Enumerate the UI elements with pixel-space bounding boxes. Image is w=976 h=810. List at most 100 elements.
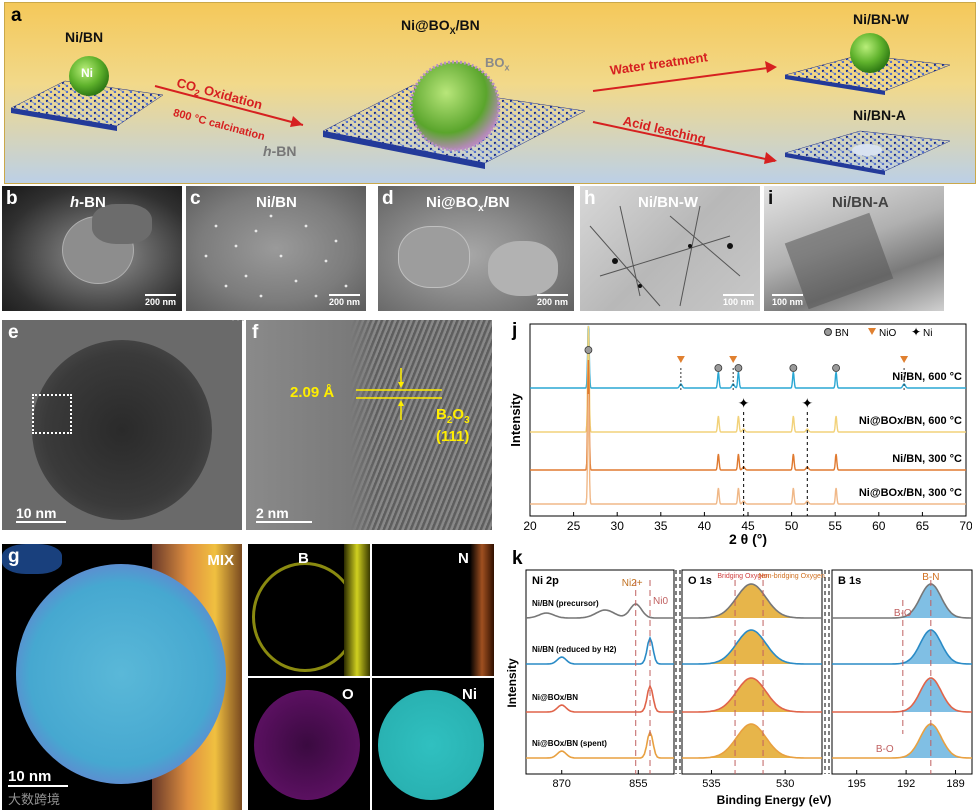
label-ni-box-bn: Ni@BOX/BN (401, 17, 480, 36)
panel-d-scale: 200 nm (536, 294, 568, 307)
xps-peak-label: Bridging Oxygen (717, 573, 769, 580)
xps-series-line (682, 629, 822, 665)
panel-g-scale: 10 nm (8, 768, 68, 788)
xrd-nio-marker (900, 356, 909, 363)
xps-series-line (682, 677, 822, 713)
xrd-series-label: Ni/BN, 300 °C (892, 453, 962, 465)
panel-h-title: Ni/BN-W (638, 194, 698, 211)
xps-peak-label: Ni2+ (622, 578, 643, 589)
xps-xtick-label: 195 (848, 778, 866, 790)
panel-h-scale: 100 nm (722, 294, 754, 307)
xrd-bn-marker (714, 364, 723, 372)
xps-xtick-label: 189 (946, 778, 964, 790)
xrd-xlabel: 2 θ (°) (729, 531, 767, 547)
xps-series-line (832, 629, 972, 665)
xps-fill (832, 630, 972, 664)
xrd-legend-label: NiO (879, 328, 896, 339)
arrow-water (592, 66, 776, 92)
xps-peak-label: B-N (922, 572, 939, 583)
panel-letter-b: b (6, 188, 18, 209)
xps-series-label: Ni/BN (precursor) (532, 599, 599, 608)
vacancy-hole (852, 144, 882, 156)
xps-xlabel: Binding Energy (eV) (717, 793, 832, 807)
xrd-legend-label: Ni (923, 328, 932, 339)
panel-letter-e: e (8, 322, 19, 343)
xrd-series-label: Ni@BOx/BN, 300 °C (859, 487, 962, 499)
panel-letter-f: f (252, 322, 259, 343)
xps-series-line (682, 723, 822, 759)
xrd-series-label: Ni@BOx/BN, 600 °C (859, 415, 962, 427)
xps-fill (832, 584, 972, 618)
xrd-bn-marker (789, 364, 798, 372)
watermark: 大数跨境 (8, 792, 61, 807)
panel-j-chart: j ✦ ✦ 20 25 30 35 40 45 50 55 60 65 70 Ni/BN, 600 °… (508, 320, 972, 547)
panel-i-scale: 100 nm (772, 294, 804, 307)
panel-letter-i: i (768, 188, 774, 209)
panel-letter-d: d (382, 188, 394, 209)
panel-a-schematic (10, 33, 951, 175)
panel-g-o-map: O (248, 678, 370, 810)
panel-g-mix: g MIX 10 nm 大数跨境 (2, 544, 242, 810)
panel-i-image: i Ni/BN-A 100 nm (764, 186, 944, 311)
panel-a: a Ni/BN Ni N (4, 2, 976, 184)
xrd-legend-label: BN (835, 328, 849, 339)
xrd-ylabel: Intensity (508, 393, 523, 447)
panel-g-n-map: N (372, 544, 494, 676)
xps-xtick-label: 530 (776, 778, 794, 790)
xrd-bn-marker (832, 364, 840, 372)
panel-letter-j: j (511, 320, 517, 341)
lattice-spacing: 2.09 Å (290, 384, 335, 401)
xps-xtick-label: 535 (702, 778, 720, 790)
xps-series-line (832, 723, 972, 759)
panel-g-mix-label: MIX (207, 552, 234, 569)
panel-g-ni-label: Ni (462, 686, 477, 703)
panel-letter-g: g (8, 546, 20, 567)
xrd-series-line (530, 393, 966, 505)
zoom-box (32, 394, 72, 434)
xrd-xtick-label: 70 (959, 519, 972, 533)
xrd-bn-marker (734, 364, 743, 372)
xrd-series-line (530, 325, 966, 433)
xrd-nio-marker (729, 356, 738, 363)
xrd-bn-marker (584, 346, 593, 354)
label-ni-bn-a: Ni/BN-A (853, 107, 906, 123)
panel-b-scale: 200 nm (144, 294, 176, 307)
xrd-xtick-label: 25 (567, 519, 581, 533)
arrow-co2 (154, 85, 304, 126)
xps-xtick-label: 855 (629, 778, 647, 790)
xps-frame (681, 569, 823, 775)
panel-g-b-map: B (248, 544, 370, 676)
xps-fill (682, 678, 822, 712)
xps-fill (682, 724, 822, 758)
panel-letter-c: c (190, 188, 201, 209)
ni-box-particle (409, 60, 501, 152)
xps-series-label: Ni/BN (reduced by H2) (532, 645, 617, 654)
xrd-series-label: Ni/BN, 600 °C (892, 371, 962, 383)
xps-section-label: O 1s (688, 575, 712, 587)
panel-e-scale: 10 nm (16, 505, 66, 524)
xps-peak-label: Non-bridging Oxygen (759, 573, 825, 580)
panel-g-b-label: B (298, 550, 309, 567)
panel-letter-h: h (584, 188, 596, 209)
xps-fill (832, 678, 972, 712)
xrd-xtick-label: 20 (523, 519, 537, 533)
xps-series-line (832, 583, 972, 619)
xrd-ni-marker: ✦ (738, 395, 750, 411)
xps-frame (831, 569, 973, 775)
xrd-ni-marker: ✦ (801, 395, 813, 411)
label-ni-bn-w: Ni/BN-W (853, 11, 909, 27)
xrd-legend-ni-symbol: ✦ (911, 325, 921, 339)
panel-c-image: c Ni/BN 200 nm (186, 186, 366, 311)
xrd-xtick-label: 45 (741, 519, 755, 533)
panel-c-scale: 200 nm (328, 294, 360, 307)
xps-section-label: Ni 2p (532, 575, 559, 587)
phase-b2o3: B2O3 (436, 406, 470, 426)
xps-ylabel: Intensity (505, 658, 519, 708)
xrd-series-line (530, 359, 966, 471)
xps-series-line (832, 677, 972, 713)
phase-plane: (111) (436, 428, 470, 445)
xrd-xtick-label: 55 (829, 519, 843, 533)
xps-frame (525, 569, 675, 775)
panel-d-title: Ni@BOx/BN (426, 194, 510, 214)
xps-series-line (526, 635, 674, 665)
